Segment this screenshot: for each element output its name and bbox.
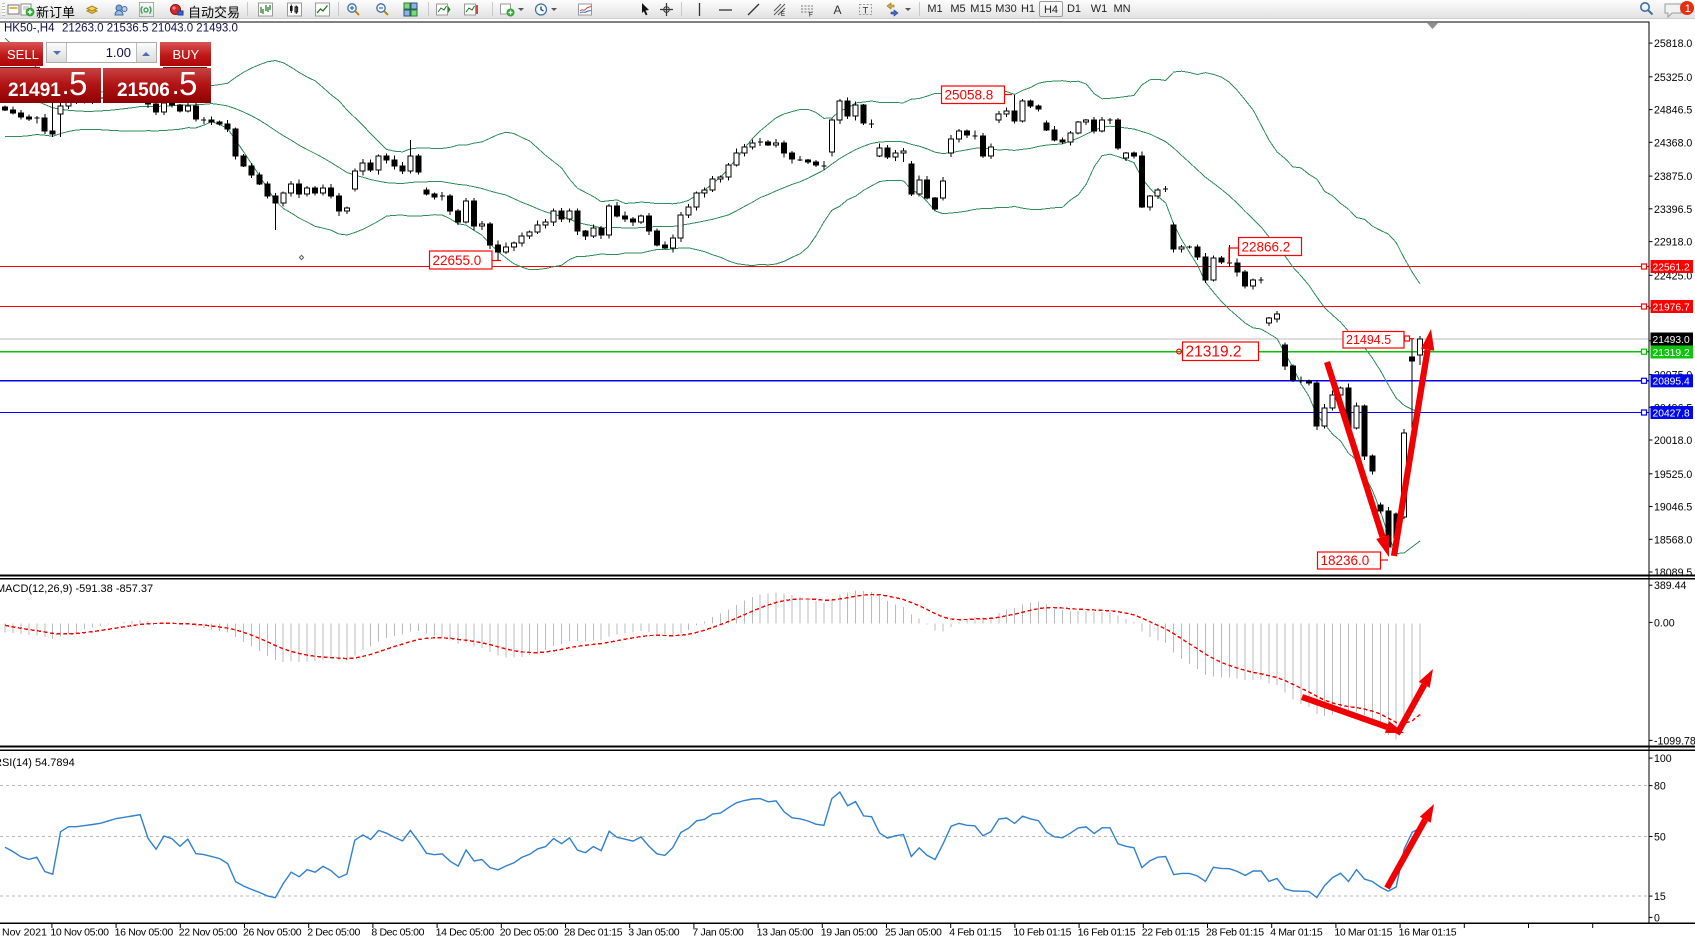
svg-text:1: 1 bbox=[1685, 3, 1691, 15]
svg-text:22561.2: 22561.2 bbox=[1653, 262, 1690, 273]
svg-text:23396.5: 23396.5 bbox=[1654, 204, 1692, 216]
svg-text:28 Dec 01:15: 28 Dec 01:15 bbox=[564, 927, 623, 939]
svg-text:21319.2: 21319.2 bbox=[1186, 344, 1242, 361]
svg-text:-1099.78: -1099.78 bbox=[1654, 735, 1695, 747]
svg-text:19 Jan 05:00: 19 Jan 05:00 bbox=[821, 927, 878, 939]
svg-text:7 Jan 05:00: 7 Jan 05:00 bbox=[692, 927, 744, 939]
svg-text:24368.0: 24368.0 bbox=[1654, 137, 1692, 149]
svg-text:25058.8: 25058.8 bbox=[945, 88, 994, 103]
svg-text:22655.0: 22655.0 bbox=[433, 253, 482, 268]
svg-text:T: T bbox=[863, 6, 869, 17]
svg-text:13 Jan 05:00: 13 Jan 05:00 bbox=[757, 927, 814, 939]
svg-text:E: E bbox=[781, 12, 785, 17]
svg-text:10 Mar 01:15: 10 Mar 01:15 bbox=[1334, 927, 1392, 939]
svg-text:16 Feb 01:15: 16 Feb 01:15 bbox=[1078, 927, 1136, 939]
svg-text:10 Nov 05:00: 10 Nov 05:00 bbox=[50, 927, 109, 939]
svg-text:24846.5: 24846.5 bbox=[1654, 105, 1692, 117]
svg-text:80: 80 bbox=[1654, 781, 1666, 793]
svg-text:0: 0 bbox=[1654, 912, 1660, 924]
svg-text:26 Nov 05:00: 26 Nov 05:00 bbox=[243, 927, 302, 939]
svg-text:16 Nov 05:00: 16 Nov 05:00 bbox=[115, 927, 174, 939]
svg-text:20 Dec 05:00: 20 Dec 05:00 bbox=[500, 927, 559, 939]
svg-text:21976.7: 21976.7 bbox=[1653, 302, 1690, 313]
svg-text:18236.0: 18236.0 bbox=[1321, 553, 1370, 568]
svg-text:50: 50 bbox=[1654, 832, 1666, 844]
svg-text:4 Feb 01:15: 4 Feb 01:15 bbox=[949, 927, 1002, 939]
svg-text:RSI(14) 54.7894: RSI(14) 54.7894 bbox=[0, 757, 75, 769]
svg-text:22918.0: 22918.0 bbox=[1654, 237, 1692, 249]
svg-text:15: 15 bbox=[1654, 891, 1666, 903]
svg-text:HK50-,H4: HK50-,H4 bbox=[4, 23, 55, 35]
svg-text:18089.5: 18089.5 bbox=[1654, 567, 1692, 579]
svg-text:Nov 2021: Nov 2021 bbox=[2, 927, 47, 939]
svg-text:25325.0: 25325.0 bbox=[1654, 72, 1692, 84]
svg-text:25818.0: 25818.0 bbox=[1654, 38, 1692, 50]
svg-text:19046.5: 19046.5 bbox=[1654, 502, 1692, 514]
svg-text:20018.0: 20018.0 bbox=[1654, 435, 1692, 447]
svg-text:23875.0: 23875.0 bbox=[1654, 171, 1692, 183]
svg-text:22425.0: 22425.0 bbox=[1654, 270, 1692, 282]
svg-text:8 Dec 05:00: 8 Dec 05:00 bbox=[371, 927, 424, 939]
svg-text:21494.5: 21494.5 bbox=[1346, 333, 1391, 347]
svg-text:100: 100 bbox=[1654, 753, 1672, 765]
svg-text:389.44: 389.44 bbox=[1654, 580, 1687, 592]
svg-text:0.00: 0.00 bbox=[1654, 617, 1675, 629]
svg-text:20895.4: 20895.4 bbox=[1653, 377, 1690, 388]
svg-text:28 Feb 01:15: 28 Feb 01:15 bbox=[1206, 927, 1264, 939]
svg-text:F: F bbox=[809, 13, 813, 18]
svg-text:20427.8: 20427.8 bbox=[1653, 408, 1690, 419]
svg-text:4 Mar 01:15: 4 Mar 01:15 bbox=[1270, 927, 1323, 939]
svg-text:14 Dec 05:00: 14 Dec 05:00 bbox=[436, 927, 495, 939]
svg-text:10 Feb 01:15: 10 Feb 01:15 bbox=[1013, 927, 1071, 939]
svg-text:19525.0: 19525.0 bbox=[1654, 469, 1692, 481]
svg-text:22866.2: 22866.2 bbox=[1242, 240, 1291, 255]
svg-text:21263.0 21536.5 21043.0 21493.: 21263.0 21536.5 21043.0 21493.0 bbox=[62, 23, 238, 35]
svg-text:21493.0: 21493.0 bbox=[1653, 335, 1690, 346]
svg-text:18568.0: 18568.0 bbox=[1654, 534, 1692, 546]
svg-text:22 Feb 01:15: 22 Feb 01:15 bbox=[1142, 927, 1200, 939]
svg-text:2 Dec 05:00: 2 Dec 05:00 bbox=[307, 927, 360, 939]
svg-text:21319.2: 21319.2 bbox=[1653, 348, 1690, 359]
svg-text:25 Jan 05:00: 25 Jan 05:00 bbox=[885, 927, 942, 939]
svg-text:22 Nov 05:00: 22 Nov 05:00 bbox=[179, 927, 238, 939]
svg-text:MACD(12,26,9) -591.38 -857.37: MACD(12,26,9) -591.38 -857.37 bbox=[0, 583, 153, 595]
svg-text:16 Mar 01:15: 16 Mar 01:15 bbox=[1399, 927, 1457, 939]
svg-text:A: A bbox=[834, 3, 842, 17]
svg-text:3 Jan 05:00: 3 Jan 05:00 bbox=[628, 927, 680, 939]
